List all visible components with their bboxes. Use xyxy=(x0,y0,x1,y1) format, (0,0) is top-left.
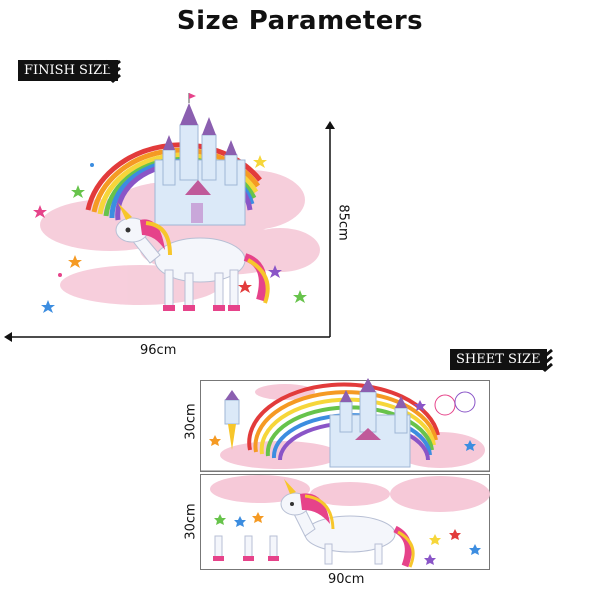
star-icon xyxy=(33,155,307,313)
sheet-row1-height-label: 30cm xyxy=(183,403,199,440)
finish-height-label: 85cm xyxy=(335,204,351,241)
finish-size-label: FINISH SIZE xyxy=(24,63,112,78)
star-icon xyxy=(209,400,476,451)
sheet-size-tag: SHEET SIZE xyxy=(450,349,547,370)
sheet-row2-height-label: 30cm xyxy=(183,503,199,540)
sheet-2 xyxy=(200,474,490,570)
castle-icon xyxy=(154,93,246,226)
castle-icon xyxy=(329,378,411,468)
star-icon xyxy=(214,512,481,565)
finish-width-label: 96cm xyxy=(140,343,177,358)
finish-size-tag: FINISH SIZE xyxy=(18,60,118,81)
unicorn-icon xyxy=(280,479,415,568)
sheet-width-label: 90cm xyxy=(328,572,365,587)
sheet-size-label: SHEET SIZE xyxy=(456,352,541,367)
page-title: Size Parameters xyxy=(176,6,424,36)
unicorn-icon xyxy=(115,203,270,311)
chevron-down-icon xyxy=(105,59,121,83)
chevron-down-icon xyxy=(537,348,553,372)
finish-illustration xyxy=(4,93,335,342)
sheet-1 xyxy=(200,378,490,472)
